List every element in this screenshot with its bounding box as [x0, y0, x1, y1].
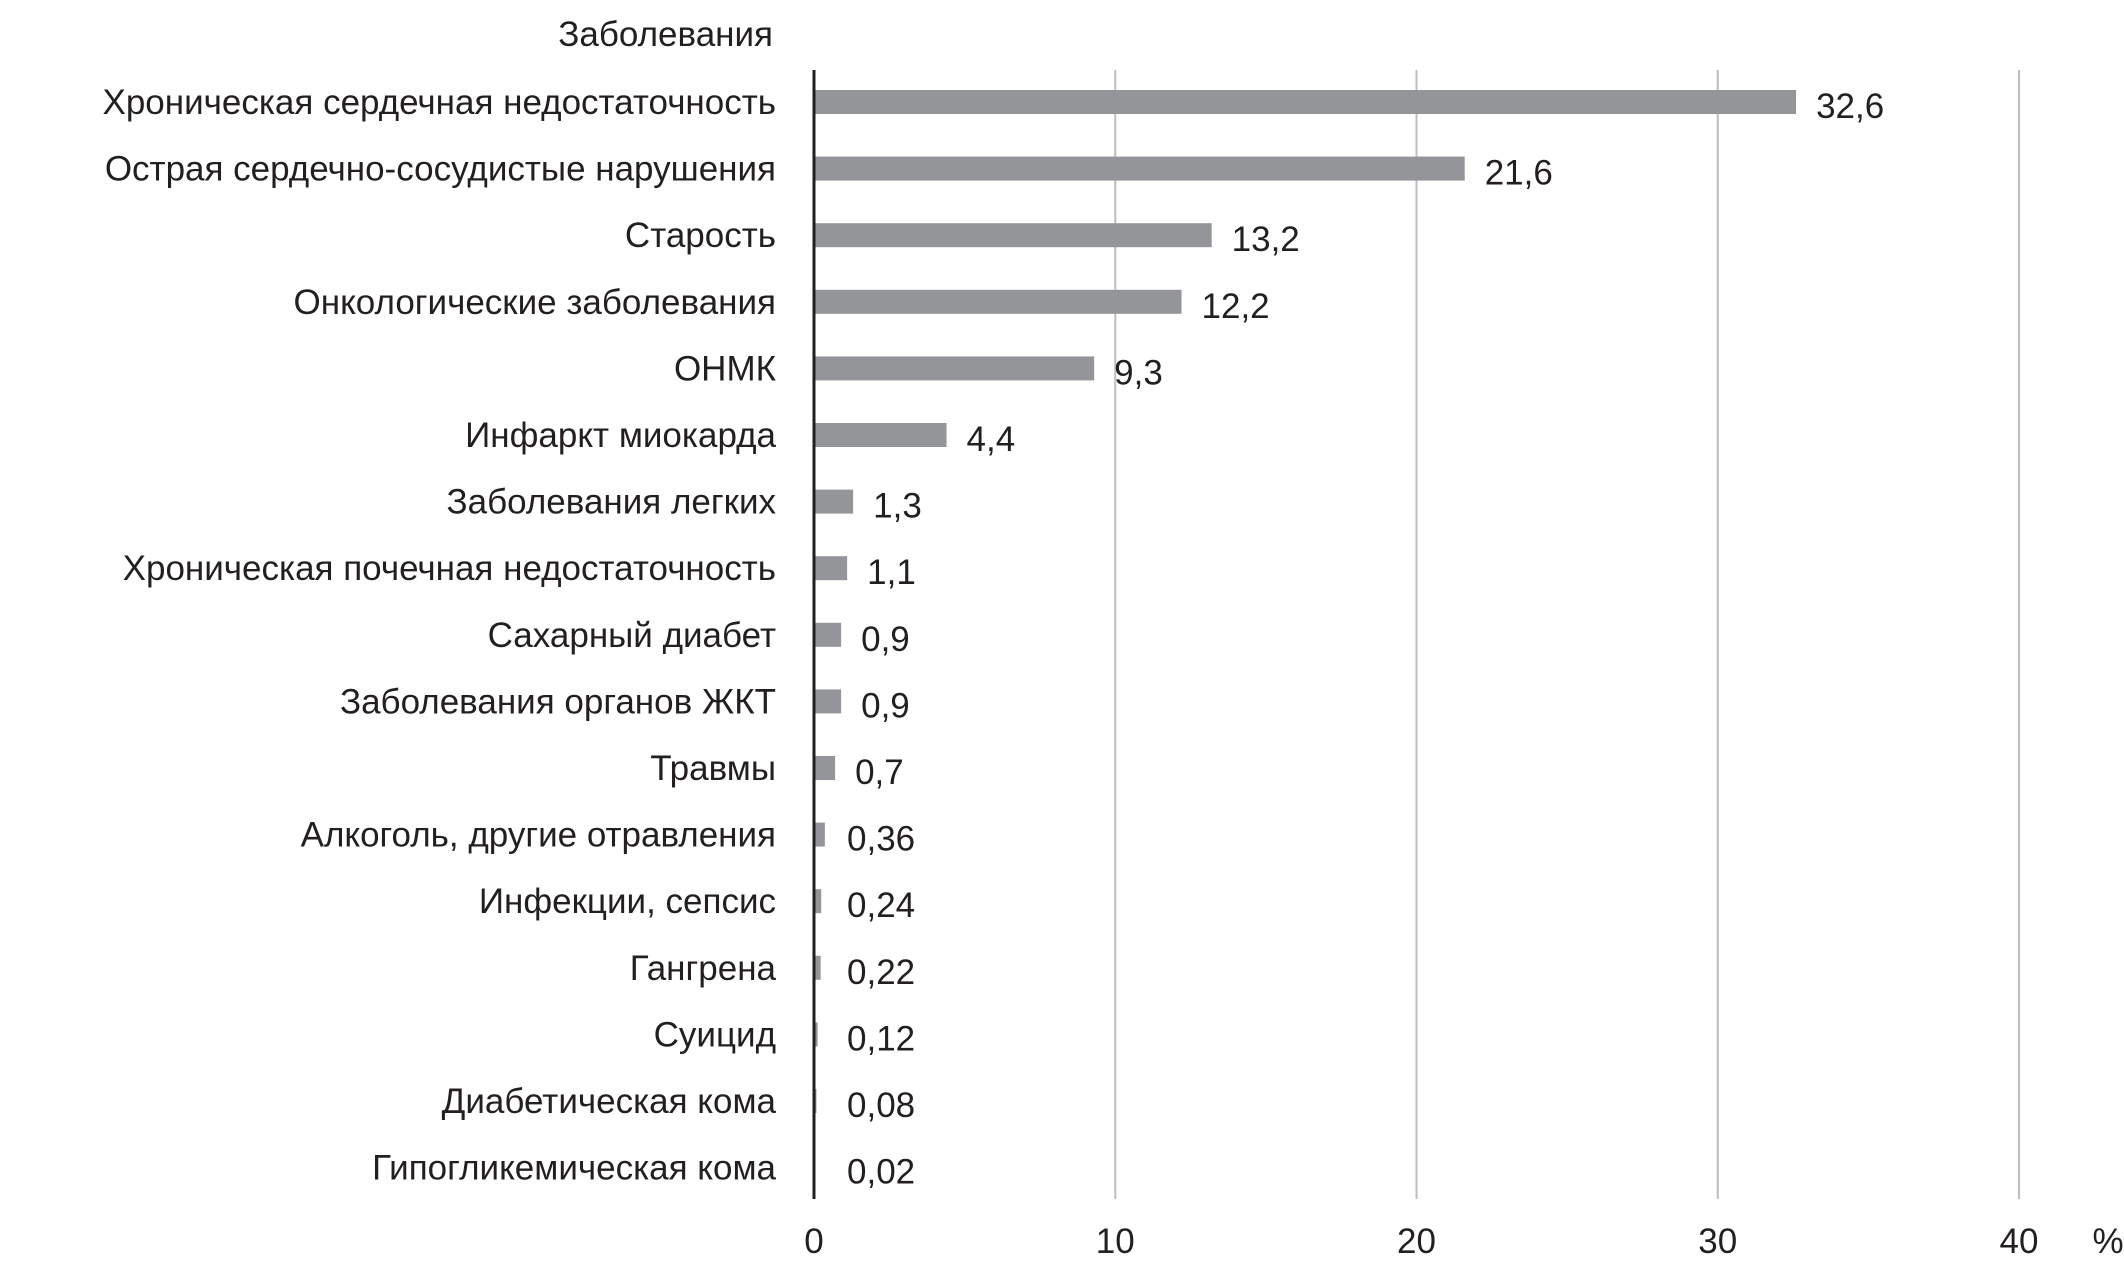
- y-axis-title: Заболевания: [558, 15, 773, 54]
- bar: [814, 289, 1182, 314]
- value-labels: 32,6 21,6 13,2 12,2 9,3 4,4 1,3 1,1 0,9 0,9 0,7 0,3…: [847, 87, 1884, 1192]
- category-label: Острая сердечно-сосудистые нарушения: [105, 150, 776, 189]
- category-label: Старость: [625, 216, 776, 255]
- category-label: Хроническая почечная недостаточность: [123, 549, 776, 588]
- value-label: 0,7: [855, 753, 904, 792]
- bar: [814, 1022, 818, 1047]
- value-label: 0,24: [847, 886, 915, 925]
- x-tick-label: 10: [1096, 1222, 1135, 1261]
- value-label: 0,36: [847, 820, 915, 859]
- bar: [814, 756, 836, 780]
- bar: [814, 223, 1212, 248]
- category-label: Травмы: [650, 749, 776, 788]
- category-label: Заболевания органов ЖКТ: [340, 682, 776, 721]
- x-axis-unit: %: [2092, 1222, 2123, 1261]
- x-tick-label: 20: [1397, 1222, 1436, 1261]
- value-label: 12,2: [1202, 287, 1270, 326]
- category-label: Заболевания легких: [447, 483, 777, 522]
- x-tick-label: 0: [804, 1222, 823, 1261]
- value-label: 32,6: [1816, 87, 1884, 126]
- bar: [814, 822, 825, 847]
- value-label: 9,3: [1114, 353, 1163, 392]
- value-label: 0,08: [847, 1086, 915, 1125]
- category-label: Инфаркт миокарда: [465, 416, 776, 455]
- bar: [814, 423, 947, 447]
- category-label: Диабетическая кома: [442, 1082, 777, 1121]
- category-label: Суицид: [654, 1015, 776, 1054]
- value-label: 1,1: [867, 553, 916, 592]
- bar: [814, 156, 1465, 181]
- bar: [814, 955, 821, 980]
- category-label: Хроническая сердечная недостаточность: [102, 83, 776, 122]
- value-label: 0,02: [847, 1153, 915, 1192]
- value-label: 0,22: [847, 953, 915, 992]
- category-label: Алкоголь, другие отравления: [301, 816, 776, 855]
- value-label: 4,4: [967, 420, 1016, 459]
- value-label: 21,6: [1485, 154, 1553, 193]
- x-tick-label: 30: [1698, 1222, 1737, 1261]
- bar: [814, 90, 1797, 114]
- bar: [814, 489, 854, 514]
- x-tick-labels: 0 10 20 30 40: [804, 1222, 2038, 1261]
- gridlines: [1114, 70, 2020, 1199]
- bar: [814, 689, 842, 714]
- x-tick-label: 40: [2000, 1222, 2039, 1261]
- category-label: Сахарный диабет: [488, 616, 776, 655]
- value-label: 1,3: [873, 487, 922, 526]
- value-label: 0,9: [861, 620, 910, 659]
- category-label: Гипогликемическая кома: [372, 1149, 776, 1188]
- category-label: Гангрена: [630, 949, 777, 988]
- bar: [814, 356, 1095, 381]
- value-label: 0,9: [861, 686, 910, 725]
- category-label: Инфекции, сепсис: [479, 882, 776, 921]
- category-labels: Хроническая сердечная недостаточность Ост…: [102, 83, 776, 1188]
- bar: [814, 556, 848, 581]
- bar: [814, 622, 842, 647]
- category-label: Онкологические заболевания: [294, 283, 776, 322]
- value-label: 0,12: [847, 1019, 915, 1058]
- category-label: ОНМК: [674, 349, 777, 388]
- bars: [814, 90, 1797, 1180]
- bar: [814, 889, 822, 914]
- value-label: 13,2: [1232, 220, 1300, 259]
